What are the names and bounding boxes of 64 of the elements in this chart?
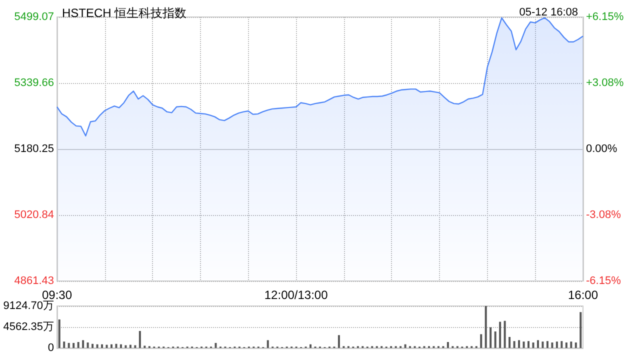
bar bbox=[446, 342, 449, 348]
bar bbox=[565, 342, 568, 348]
y-tick-label: 4861.43 bbox=[14, 275, 54, 287]
bar bbox=[570, 342, 572, 348]
bar bbox=[490, 327, 492, 348]
bar bbox=[68, 342, 70, 348]
bar bbox=[106, 344, 108, 348]
bar bbox=[560, 341, 563, 348]
bar bbox=[338, 335, 340, 348]
bar bbox=[480, 334, 482, 348]
bar bbox=[134, 345, 136, 348]
bar bbox=[96, 344, 98, 348]
bar bbox=[574, 342, 577, 348]
bar bbox=[494, 331, 496, 348]
x-tick-label: 16:00 bbox=[568, 288, 598, 302]
bar bbox=[542, 342, 544, 348]
chart-title: HSTECH 恒生科技指数 bbox=[62, 6, 187, 20]
y-tick-label: 5020.84 bbox=[14, 209, 54, 221]
y2-tick-label: +6.15% bbox=[586, 11, 624, 23]
bar bbox=[310, 344, 312, 348]
bar bbox=[63, 342, 66, 348]
bar bbox=[266, 340, 269, 348]
bar bbox=[484, 306, 487, 348]
bar bbox=[120, 344, 122, 348]
chart-subtitle: 05-12 16:08 bbox=[519, 6, 578, 18]
y-tick-label: 4562.35万 bbox=[3, 321, 54, 333]
bar bbox=[92, 344, 94, 348]
bar bbox=[72, 342, 75, 348]
bar bbox=[528, 341, 530, 348]
bar bbox=[556, 342, 558, 348]
bar bbox=[101, 344, 104, 348]
y2-tick-label: -3.08% bbox=[586, 209, 622, 222]
y-tick-label: 0 bbox=[48, 342, 54, 354]
bar bbox=[86, 342, 89, 348]
bar bbox=[508, 336, 511, 348]
bar bbox=[546, 341, 548, 348]
y2-tick-label: -6.15% bbox=[586, 275, 622, 287]
y-tick-label: 5499.07 bbox=[14, 11, 54, 23]
bar bbox=[536, 340, 539, 348]
bar bbox=[532, 342, 534, 348]
bar bbox=[518, 340, 520, 348]
y-tick-label: 5180.25 bbox=[14, 143, 54, 155]
bar bbox=[110, 344, 112, 348]
bar bbox=[124, 345, 127, 348]
bar bbox=[82, 340, 84, 348]
bar bbox=[551, 342, 554, 348]
bar bbox=[499, 322, 502, 348]
bar bbox=[214, 342, 217, 348]
x-tick-label: 09:30 bbox=[42, 288, 72, 302]
bar bbox=[115, 344, 118, 348]
bar bbox=[504, 320, 506, 348]
bar bbox=[77, 342, 80, 348]
bar bbox=[513, 341, 516, 348]
y2-tick-label: +3.08% bbox=[586, 76, 624, 89]
x-tick-label: 12:00/13:00 bbox=[264, 288, 328, 302]
y-tick-label: 5339.66 bbox=[14, 77, 54, 89]
bar bbox=[58, 319, 60, 348]
bar bbox=[580, 312, 582, 348]
y-tick-label: 9124.70万 bbox=[3, 300, 54, 312]
bar bbox=[522, 342, 525, 348]
bar bbox=[404, 344, 406, 348]
y2-tick-label: 0.00% bbox=[586, 143, 618, 155]
bar bbox=[138, 330, 141, 348]
bar bbox=[129, 344, 132, 348]
